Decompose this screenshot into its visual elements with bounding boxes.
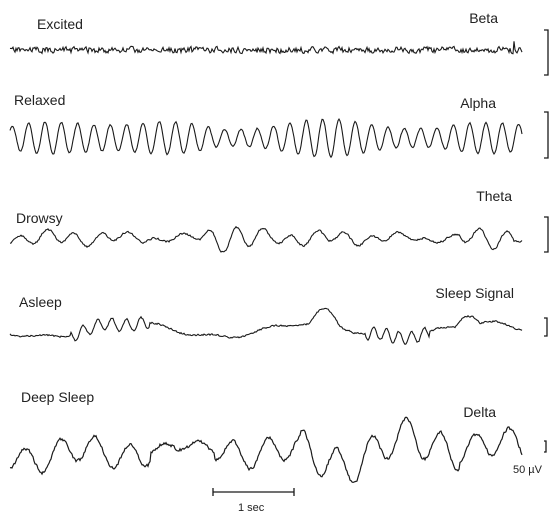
amplitude-bar-sleep <box>544 317 548 337</box>
eeg-trace-sleep <box>9 307 523 345</box>
band-label-sleep-signal: Sleep Signal <box>435 285 514 301</box>
amplitude-bar-alpha <box>544 111 549 159</box>
band-label-alpha: Alpha <box>460 95 496 111</box>
amplitude-bar-theta <box>544 216 549 253</box>
band-label-theta: Theta <box>476 188 512 204</box>
amplitude-bar-beta <box>544 29 549 76</box>
eeg-trace-delta <box>9 416 523 484</box>
state-label-relaxed: Relaxed <box>14 92 66 108</box>
time-scale-bar <box>212 488 295 496</box>
band-label-beta: Beta <box>469 10 498 26</box>
amplitude-bar-delta <box>544 440 547 453</box>
eeg-trace-theta <box>9 225 523 253</box>
state-label-deep-sleep: Deep Sleep <box>21 389 95 405</box>
amplitude-scale-bars <box>544 29 549 453</box>
eeg-trace-beta <box>9 41 523 55</box>
state-label-drowsy: Drowsy <box>16 210 63 226</box>
band-label-delta: Delta <box>463 404 496 420</box>
state-label-excited: Excited <box>37 16 83 32</box>
state-label-asleep: Asleep <box>19 294 62 310</box>
amplitude-scale-label: 50 µV <box>513 464 542 476</box>
time-scale-label: 1 sec <box>238 502 265 514</box>
eeg-trace-alpha <box>9 118 523 159</box>
